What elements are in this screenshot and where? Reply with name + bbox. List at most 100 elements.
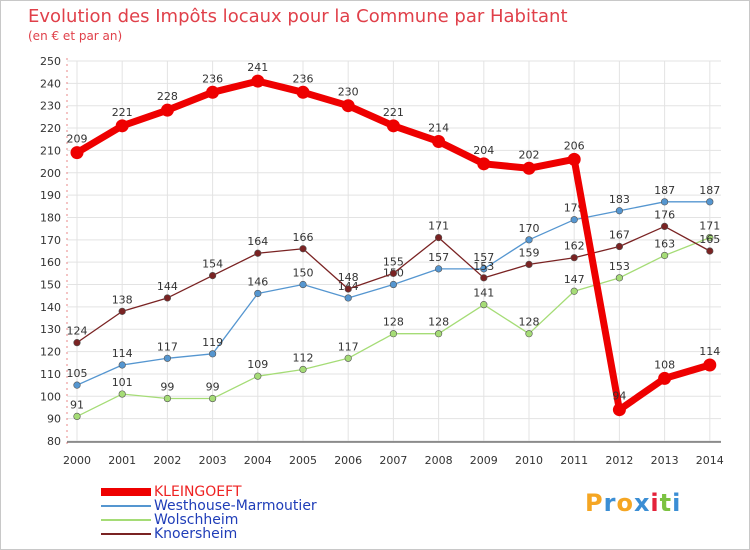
data-label-knoersheim: 153 [473,260,494,273]
data-label-knoersheim: 164 [247,235,268,248]
data-point-knoersheim [480,274,488,282]
legend-label: Westhouse-Marmoutier [154,498,317,514]
data-point-westhouse-marmoutier [73,381,81,389]
data-point-wolschheim [254,372,262,380]
x-tick-label: 2009 [470,454,498,467]
data-point-westhouse-marmoutier [525,236,533,244]
data-label-wolschheim: 101 [112,376,133,389]
data-label-kleingoeft: 228 [157,90,178,103]
data-point-wolschheim [570,287,578,295]
y-tick-label: 230 [40,100,61,113]
data-label-kleingoeft: 236 [293,72,314,85]
logo-letter: o [616,489,634,517]
data-point-knoersheim [118,307,126,315]
data-label-wolschheim: 109 [247,358,268,371]
data-label-kleingoeft: 202 [519,148,540,161]
data-point-westhouse-marmoutier [344,294,352,302]
data-label-kleingoeft: 241 [247,61,268,74]
y-tick-label: 240 [40,77,61,90]
data-label-kleingoeft: 221 [112,106,133,119]
data-label-kleingoeft: 221 [383,106,404,119]
data-label-kleingoeft: 108 [654,358,675,371]
data-label-kleingoeft: 206 [564,139,585,152]
y-tick-label: 140 [40,301,61,314]
data-point-westhouse-marmoutier [299,280,307,289]
y-tick-label: 210 [40,144,61,157]
x-tick-label: 2012 [605,454,633,467]
data-label-knoersheim: 171 [428,220,449,233]
data-point-wolschheim [344,354,352,362]
data-label-knoersheim: 154 [202,258,223,271]
data-label-westhouse-marmoutier: 119 [202,336,223,349]
logo-letter: r [603,489,617,517]
legend-swatch [101,488,151,496]
x-tick-label: 2007 [379,454,407,467]
data-point-wolschheim [389,330,398,338]
data-point-westhouse-marmoutier [163,354,171,362]
y-tick-label: 200 [40,167,61,180]
data-label-wolschheim: 171 [699,220,720,233]
data-label-westhouse-marmoutier: 183 [609,193,630,206]
data-label-wolschheim: 128 [428,316,449,329]
legend-label: Wolschheim [154,512,239,528]
data-point-wolschheim [209,394,217,403]
data-label-wolschheim: 112 [293,351,314,364]
data-label-westhouse-marmoutier: 105 [67,367,88,380]
data-point-kleingoeft [477,157,491,171]
data-point-wolschheim [706,233,714,242]
data-point-wolschheim [163,394,171,403]
data-label-kleingoeft: 214 [428,121,449,134]
data-point-knoersheim [570,254,578,262]
data-label-kleingoeft: 114 [699,345,720,358]
y-tick-label: 180 [40,211,61,224]
logo-letter: x [633,489,651,517]
data-point-westhouse-marmoutier [254,289,262,298]
data-point-kleingoeft [612,403,626,417]
data-point-knoersheim [254,249,262,257]
data-point-knoersheim [706,247,714,255]
y-tick-label: 120 [40,346,61,359]
data-label-westhouse-marmoutier: 187 [699,184,720,197]
data-label-kleingoeft: 204 [473,144,494,157]
data-label-westhouse-marmoutier: 150 [293,267,314,280]
data-point-wolschheim [435,330,443,338]
x-tick-label: 2005 [289,454,317,467]
data-label-westhouse-marmoutier: 117 [157,340,178,353]
data-point-kleingoeft [115,119,129,133]
data-point-knoersheim [73,339,81,347]
data-point-westhouse-marmoutier [435,265,443,273]
data-point-kleingoeft [251,74,265,88]
data-point-knoersheim [299,245,307,253]
data-point-kleingoeft [341,99,355,113]
data-point-westhouse-marmoutier [570,216,578,224]
data-label-knoersheim: 148 [338,271,359,284]
legend-label: KLEINGOEFT [154,484,242,500]
data-point-westhouse-marmoutier [615,207,624,215]
data-point-knoersheim [525,260,533,269]
data-label-knoersheim: 167 [609,229,630,242]
data-label-kleingoeft: 236 [202,72,223,85]
data-point-knoersheim [209,271,217,280]
y-tick-label: 250 [40,55,61,68]
logo-letter: i [672,489,682,517]
data-label-westhouse-marmoutier: 146 [247,275,268,288]
data-label-wolschheim: 128 [383,316,404,329]
data-label-wolschheim: 141 [473,287,494,300]
data-label-knoersheim: 124 [67,325,88,338]
data-label-wolschheim: 153 [609,260,630,273]
data-point-knoersheim [615,242,624,251]
data-point-kleingoeft [432,134,446,148]
data-point-wolschheim [480,301,488,309]
data-point-wolschheim [660,251,669,260]
data-point-wolschheim [73,412,81,421]
data-point-westhouse-marmoutier [209,350,217,358]
data-point-kleingoeft [296,85,310,99]
data-label-wolschheim: 99 [160,381,174,394]
data-label-knoersheim: 138 [112,293,133,306]
y-tick-label: 80 [47,435,61,448]
data-label-wolschheim: 99 [206,381,220,394]
legend-swatch [101,505,151,507]
legend-label: Knoersheim [154,526,238,542]
